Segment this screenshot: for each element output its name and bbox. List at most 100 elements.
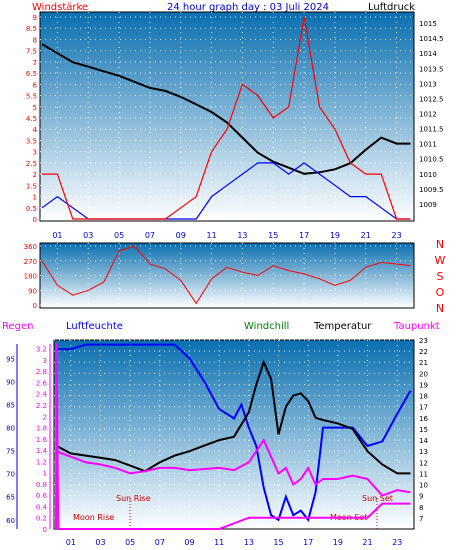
time-tick-label: 11	[206, 231, 216, 240]
temperature-tick-label: 11	[419, 470, 428, 478]
panel3-rain-axis: 0 0.2 0.4 0.6 0.8 1 1.2 1.4 1.6 1.8 2 2.2 2.4 2.6 2.8 3…	[36, 344, 51, 534]
humidity-tick-label: 60	[6, 517, 15, 525]
temperature-tick-label: 14	[419, 437, 428, 445]
temperature-tick-label: 15	[419, 426, 428, 434]
direction-tick-label: 360	[24, 243, 37, 251]
rain-tick-label: 1.4	[36, 447, 48, 455]
temperature-tick-label: 10	[419, 482, 428, 490]
rain-tick-label: 1.6	[36, 436, 48, 444]
temperature-tick-label: 13	[419, 448, 428, 456]
series-temperatur	[55, 359, 411, 475]
rain-tick-label: 1.2	[36, 458, 47, 466]
rain-tick-label: 0	[43, 526, 47, 534]
time-tick-label: 23	[391, 231, 401, 240]
legend-temperatur: Temperatur	[313, 321, 372, 332]
wind-tick-label: 8.5	[26, 25, 37, 33]
series-böen	[42, 16, 411, 220]
wind-tick-label: 5.5	[26, 93, 37, 101]
pressure-tick-label: 1012.5	[419, 95, 444, 103]
pressure-tick-label: 1009	[419, 201, 437, 209]
temperature-tick-label: 8	[419, 504, 423, 512]
legend-taupunkt: Taupunkt	[393, 321, 440, 332]
wind-tick-label: 9	[33, 14, 37, 22]
time-tick-label: 07	[145, 231, 155, 240]
temperature-tick-label: 23	[419, 337, 428, 345]
wind-tick-label: 3.5	[26, 137, 37, 145]
time-tick-label: 09	[176, 231, 186, 240]
humidity-tick-label: 80	[6, 425, 15, 433]
wind-tick-label: 0	[33, 216, 37, 224]
temperature-tick-label: 21	[419, 359, 428, 367]
humidity-tick-label: 75	[6, 448, 15, 456]
header-center-title: 24 hour graph day : 03 Juli 2024	[167, 2, 329, 13]
panel2-background	[39, 242, 415, 309]
panel3-humidity-axis: 60 65 70 75 80 85 90 95	[6, 344, 18, 529]
wind-tick-label: 0.5	[26, 205, 37, 213]
compass-label: O	[436, 286, 445, 299]
sun-rise-label: Sun Rise	[116, 494, 151, 503]
time-tick-label: 01	[52, 231, 62, 240]
time-tick-label: 17	[303, 538, 313, 547]
rain-tick-label: 1.8	[36, 425, 47, 433]
panel1-wind-axis: 0 0.5 1 1.5 2 2.5 3 3.5 4 4.5 5 5.5 6 6.5 7 7.5 8 8.5 9	[26, 14, 38, 224]
humidity-tick-label: 70	[6, 471, 15, 479]
direction-tick-label: 0	[33, 302, 37, 310]
wind-tick-label: 4.5	[26, 115, 37, 123]
panel3-background	[53, 339, 415, 530]
wind-tick-label: 4	[33, 126, 38, 134]
temperature-tick-label: 7	[419, 515, 423, 523]
temperature-tick-label: 16	[419, 415, 428, 423]
wind-tick-label: 1	[33, 194, 37, 202]
panel3-temperature-axis: 7 8 9 10 11 12 13 14 15 16 17 18 19 20 21 22 23	[419, 337, 428, 523]
time-tick-label: 07	[155, 538, 165, 547]
series-luftfeuchte	[56, 343, 412, 522]
compass-label: N	[436, 302, 444, 315]
humidity-tick-label: 65	[6, 494, 15, 502]
panel1-time-axis: 01 03 05 07 09 11 13 15 17 19 21 23	[52, 231, 401, 240]
time-tick-label: 21	[362, 538, 372, 547]
time-tick-label: 19	[333, 538, 343, 547]
rain-tick-label: 2.4	[36, 391, 48, 399]
time-tick-label: 17	[299, 231, 309, 240]
pressure-tick-label: 1014	[419, 50, 437, 58]
legend-windchill: Windchill	[244, 321, 289, 332]
temperature-tick-label: 22	[419, 348, 428, 356]
time-tick-label: 03	[83, 231, 93, 240]
panel3-series	[55, 342, 412, 530]
rain-tick-label: 2.6	[36, 379, 48, 387]
legend-luftfeuchte: Luftfeuchte	[66, 321, 123, 332]
panel2-series	[41, 245, 411, 305]
compass-label: W	[435, 254, 446, 267]
temperature-tick-label: 9	[419, 493, 423, 501]
pressure-tick-label: 1011.5	[419, 126, 444, 134]
temperature-tick-label: 18	[419, 393, 428, 401]
wind-tick-label: 2	[33, 171, 37, 179]
panel1-background	[39, 11, 415, 222]
wind-tick-label: 7.5	[26, 48, 37, 56]
rain-tick-label: 0.4	[36, 503, 48, 511]
series-regen	[55, 342, 411, 530]
wind-tick-label: 6	[33, 81, 38, 89]
wind-tick-label: 1.5	[26, 182, 37, 190]
panel2-grid	[40, 243, 414, 308]
direction-tick-label: 90	[28, 287, 37, 295]
panel-temperature-humidity: Sun Rise Moon Rise Moon Set Sun Set 6065…	[6, 337, 428, 547]
time-tick-label: 03	[95, 538, 105, 547]
time-tick-label: 23	[392, 538, 402, 547]
compass-label: N	[436, 238, 444, 251]
humidity-tick-label: 85	[6, 402, 15, 410]
time-tick-label: 13	[237, 231, 247, 240]
temperature-tick-label: 20	[419, 370, 428, 378]
humidity-tick-label: 90	[6, 378, 15, 386]
series-taupunkt	[55, 438, 411, 497]
pressure-tick-label: 1014.5	[419, 35, 444, 43]
legend-regen: Regen	[2, 321, 34, 332]
rain-tick-label: 2	[43, 413, 47, 421]
time-tick-label: 19	[330, 231, 340, 240]
panel2-direction-axis: 0 90 180 270 360	[24, 243, 37, 310]
time-tick-label: 01	[66, 538, 76, 547]
direction-tick-label: 270	[24, 258, 37, 266]
wind-tick-label: 5	[33, 104, 37, 112]
